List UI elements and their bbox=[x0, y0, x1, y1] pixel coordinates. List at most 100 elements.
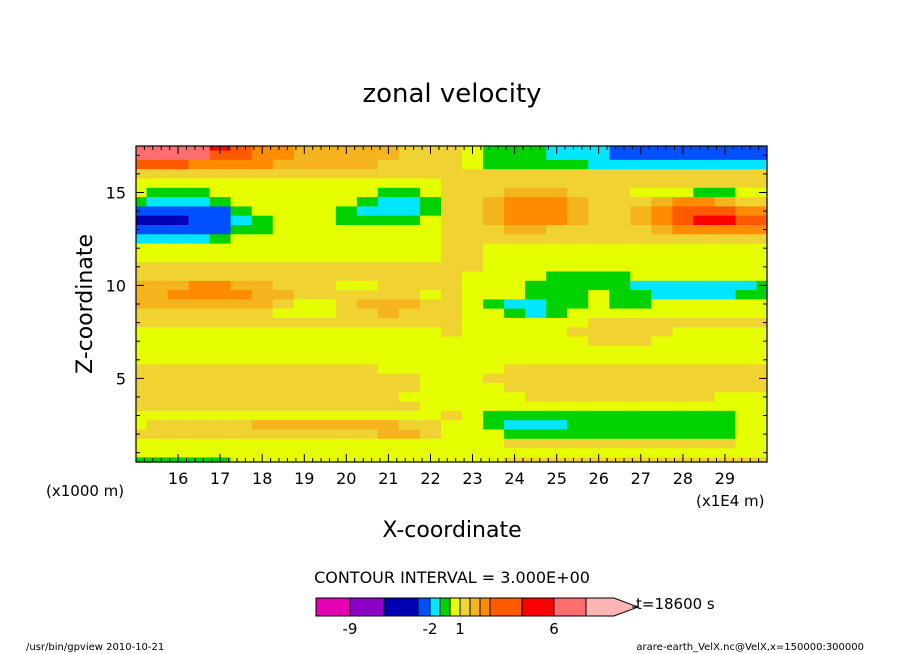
contour-cell bbox=[546, 299, 568, 310]
contour-cell bbox=[314, 364, 337, 375]
contour-cell bbox=[136, 146, 148, 152]
contour-cell bbox=[272, 271, 295, 282]
contour-cell bbox=[693, 159, 715, 170]
contour-cell bbox=[567, 271, 589, 282]
contour-cell bbox=[146, 280, 169, 291]
contour-cell bbox=[546, 234, 568, 245]
contour-cell bbox=[377, 448, 400, 458]
contour-cell bbox=[136, 327, 148, 338]
contour-cell bbox=[693, 262, 715, 273]
contour-cell bbox=[588, 178, 610, 189]
contour-cell bbox=[441, 243, 463, 254]
contour-cell bbox=[136, 290, 148, 300]
contour-cell bbox=[546, 345, 568, 356]
contour-cell bbox=[609, 169, 631, 180]
contour-cell bbox=[483, 169, 505, 180]
contour-cell bbox=[651, 327, 673, 338]
contour-cell bbox=[356, 373, 379, 384]
contour-cell bbox=[335, 429, 358, 440]
contour-cell bbox=[609, 252, 631, 263]
contour-cell bbox=[609, 401, 631, 412]
contour-cell bbox=[462, 410, 484, 421]
contour-cell bbox=[356, 178, 379, 189]
contour-cell bbox=[546, 252, 568, 263]
contour-cell bbox=[567, 197, 589, 207]
contour-cell bbox=[735, 336, 757, 347]
contour-cell bbox=[756, 299, 768, 310]
contour-cell bbox=[651, 420, 673, 431]
contour-cell bbox=[525, 252, 547, 263]
contour-cell bbox=[693, 187, 715, 198]
contour-cell bbox=[293, 290, 316, 300]
contour-cell bbox=[693, 225, 715, 235]
contour-cell bbox=[630, 410, 652, 421]
contour-cell bbox=[377, 206, 400, 217]
contour-cell bbox=[504, 299, 526, 310]
x-tick-label: 21 bbox=[378, 469, 398, 488]
contour-cell bbox=[398, 169, 421, 180]
contour-cell bbox=[188, 401, 211, 412]
contour-cell bbox=[609, 178, 631, 189]
contour-cell bbox=[209, 299, 232, 310]
contour-cell bbox=[293, 206, 316, 217]
contour-cell bbox=[525, 187, 547, 198]
contour-cell bbox=[651, 243, 673, 254]
contour-cell bbox=[335, 383, 358, 393]
contour-cell bbox=[441, 299, 463, 310]
contour-cell bbox=[188, 243, 211, 254]
contour-cell bbox=[314, 410, 337, 421]
contour-cell bbox=[419, 225, 442, 235]
contour-cell bbox=[630, 401, 652, 412]
contour-cell bbox=[525, 392, 547, 403]
contour-cell bbox=[693, 429, 715, 440]
contour-cell bbox=[230, 206, 253, 217]
contour-cell bbox=[419, 262, 442, 273]
colorbar-label: -9 bbox=[343, 620, 358, 638]
contour-cell bbox=[672, 448, 694, 458]
contour-cell bbox=[167, 271, 190, 282]
contour-cell bbox=[588, 234, 610, 245]
contour-cell bbox=[588, 410, 610, 421]
contour-cell bbox=[693, 401, 715, 412]
contour-cell bbox=[609, 327, 631, 338]
contour-cell bbox=[756, 336, 768, 347]
contour-cell bbox=[146, 373, 169, 384]
contour-cell bbox=[483, 410, 505, 421]
contour-cell bbox=[609, 271, 631, 282]
contour-cell bbox=[188, 448, 211, 458]
contour-cell bbox=[167, 401, 190, 412]
contour-cell bbox=[272, 317, 295, 328]
contour-cell bbox=[441, 252, 463, 263]
contour-cell bbox=[230, 280, 253, 291]
contour-cell bbox=[588, 280, 610, 291]
contour-cell bbox=[251, 373, 274, 384]
contour-cell bbox=[525, 146, 547, 152]
contour-cell bbox=[146, 392, 169, 403]
contour-cell bbox=[314, 327, 337, 338]
contour-cell bbox=[462, 308, 484, 319]
contour-cell bbox=[735, 457, 757, 463]
contour-cell bbox=[209, 410, 232, 421]
contour-cell bbox=[335, 448, 358, 458]
contour-cell bbox=[546, 178, 568, 189]
contour-cell bbox=[209, 336, 232, 347]
contour-cell bbox=[567, 336, 589, 347]
contour-cell bbox=[441, 420, 463, 431]
contour-cell bbox=[335, 327, 358, 338]
contour-cell bbox=[609, 280, 631, 291]
contour-cell bbox=[209, 373, 232, 384]
contour-cell bbox=[419, 150, 442, 161]
contour-cell bbox=[546, 271, 568, 282]
contour-cell bbox=[251, 317, 274, 328]
contour-cell bbox=[188, 150, 211, 161]
contour-cell bbox=[314, 262, 337, 273]
contour-cell bbox=[314, 234, 337, 245]
contour-cell bbox=[146, 159, 169, 170]
contour-cell bbox=[546, 383, 568, 393]
contour-cell bbox=[546, 401, 568, 412]
contour-cell bbox=[756, 178, 768, 189]
contour-cell bbox=[335, 215, 358, 226]
contour-cell bbox=[672, 420, 694, 431]
y-tick-label: 10 bbox=[106, 276, 126, 295]
contour-cell bbox=[546, 206, 568, 217]
